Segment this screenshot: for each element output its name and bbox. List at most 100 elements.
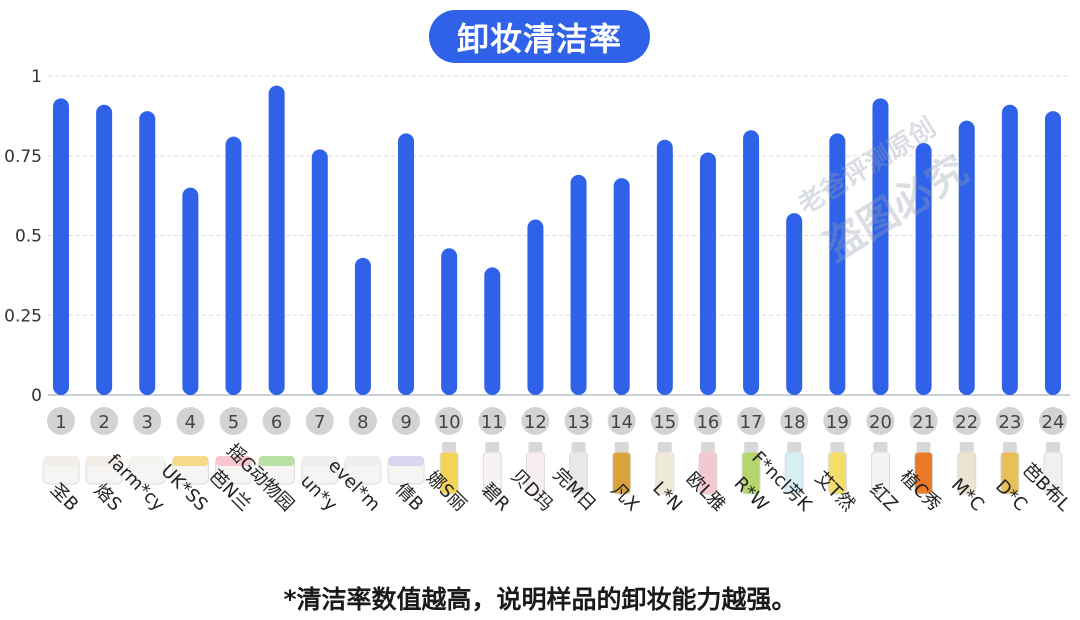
category-badge [219,407,248,435]
bar [53,98,69,395]
product-name-label: 烙S [90,480,126,516]
category-label: 7 [314,412,325,433]
product-jar-lid-icon [172,456,209,466]
bar [570,174,587,395]
product-bottle-icon [612,451,632,495]
bar [398,133,415,396]
bar [182,187,199,395]
product-bottle-icon [957,451,977,495]
chart-title: 卸妆清洁率 [429,10,650,63]
bar [915,142,932,395]
y-tick-label: 1 [31,67,42,87]
category-label: 9 [400,412,411,433]
category-badge [564,407,593,435]
product-bottle-cap-icon [528,442,543,452]
bar [441,248,458,395]
product-bottle-cap-icon [1002,442,1017,452]
product-bottle-cap-icon [571,442,586,452]
category-badge [866,407,895,435]
category-badge [909,407,938,435]
category-label: 2 [98,412,109,433]
bar [699,152,716,395]
category-label: 14 [610,412,633,433]
bar [527,219,544,395]
product-name-label: 红Z [865,479,901,515]
product-jar-lid-icon [258,456,295,466]
product-jar-lid-icon [129,456,166,466]
bar [829,133,846,396]
category-badge [348,407,377,435]
product-jar-lid-icon [388,456,425,466]
category-badge [90,407,119,435]
product-bottle-icon [439,451,459,495]
category-badge [478,407,507,435]
category-badge [650,407,679,435]
product-bottle-icon [827,451,847,495]
product-name-label: M*C [947,474,988,515]
bar [139,111,156,395]
product-bottle-icon [870,451,890,495]
bar [1044,111,1061,395]
product-bottle-icon [569,451,589,495]
bar [268,85,285,395]
y-tick-label: 0 [31,386,42,406]
bar [786,213,803,395]
category-badge [737,407,766,435]
category-badge [780,407,809,435]
product-bottle-icon [525,451,545,495]
bar [96,104,113,396]
category-badge [47,407,75,435]
product-bottle-cap-icon [744,442,759,452]
category-label: 11 [481,412,504,433]
product-bottle-cap-icon [1045,442,1060,452]
category-label: 23 [998,412,1021,433]
category-badge [607,407,636,435]
bar [311,149,328,395]
category-badge [823,407,852,435]
product-name-label: 碧R [477,479,513,515]
bar [743,130,760,396]
category-badge [133,407,162,435]
product-bottle-icon [1043,451,1063,495]
y-tick-label: 0.25 [4,306,42,326]
product-name-label: D*C [991,476,1031,516]
product-bottle-cap-icon [700,442,715,452]
bar [958,120,975,395]
product-bottle-cap-icon [916,442,931,452]
product-name-label: 圣B [46,479,82,515]
category-badge [521,407,550,435]
category-label: 3 [142,412,153,433]
y-tick-label: 0.75 [4,147,42,167]
category-badge [176,407,205,435]
product-bottle-icon [1000,451,1020,495]
product-bottle-icon [784,451,804,495]
bar [1001,104,1018,396]
category-label: 17 [740,412,763,433]
product-jar-lid-icon [43,456,79,466]
product-jar-lid-icon [344,456,381,466]
bar [613,178,630,395]
product-bottle-icon [655,451,675,495]
category-badge [305,407,334,435]
product-bottle-cap-icon [959,442,974,452]
product-name-label: L*N [648,478,686,516]
category-label: 19 [826,412,849,433]
category-badge [435,407,464,435]
category-label: 10 [438,412,461,433]
category-label: 5 [228,412,239,433]
category-badge [995,407,1024,435]
category-label: 22 [955,412,978,433]
product-bottle-icon [482,451,502,495]
category-badge [1038,407,1067,435]
category-badge [693,407,722,435]
category-badge [262,407,291,435]
product-name-label: 凡X [607,479,643,515]
product-name-label: 倩B [391,479,427,515]
product-jar-lid-icon [215,456,252,466]
category-label: 20 [869,412,892,433]
bar [354,257,371,395]
y-tick-label: 0.5 [15,227,42,247]
category-label: 12 [524,412,547,433]
bar [872,98,889,395]
